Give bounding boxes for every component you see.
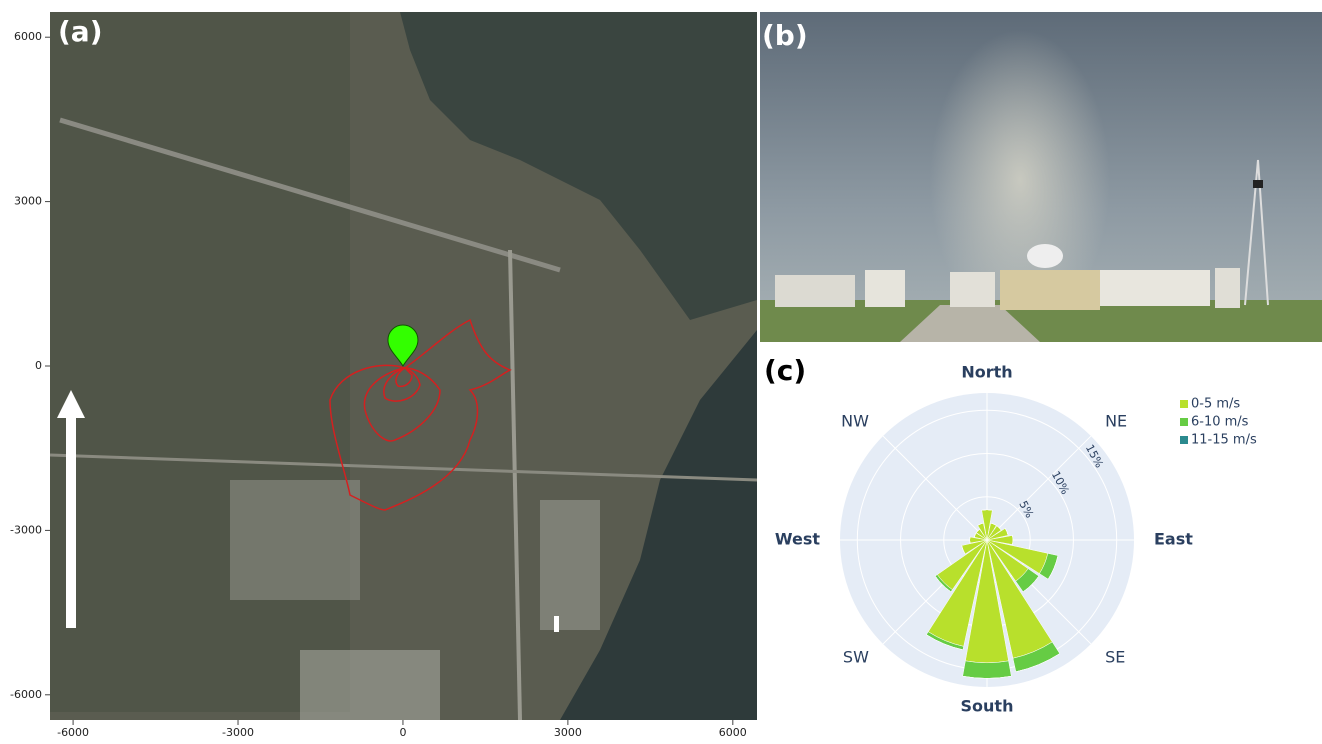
legend-label: 6-10 m/s xyxy=(1191,415,1249,430)
angular-label: West xyxy=(775,530,820,549)
angular-label: North xyxy=(961,363,1012,382)
y-tick-label: 6000 xyxy=(14,30,42,43)
wind-bar xyxy=(963,661,1012,678)
legend-swatch xyxy=(1180,400,1188,408)
panel-label: (a) xyxy=(58,15,103,48)
x-tick-label: 6000 xyxy=(719,726,747,739)
angular-label: East xyxy=(1154,530,1193,549)
x-tick-label: 0 xyxy=(399,726,406,739)
angular-label: NE xyxy=(1105,411,1127,430)
y-tick-label: 0 xyxy=(35,359,42,372)
legend-label: 11-15 m/s xyxy=(1191,433,1257,448)
panel-label: (b) xyxy=(762,19,808,52)
angular-label: South xyxy=(961,697,1014,716)
site-photo xyxy=(760,12,1322,342)
x-tick-label: -6000 xyxy=(57,726,89,739)
panel-label: (c) xyxy=(764,354,806,387)
y-tick-label: -3000 xyxy=(10,523,42,536)
legend-swatch xyxy=(1180,418,1188,426)
y-tick-label: -6000 xyxy=(10,688,42,701)
angular-label: SE xyxy=(1105,648,1125,667)
legend-swatch xyxy=(1180,436,1188,444)
y-tick-label: 3000 xyxy=(14,195,42,208)
legend-label: 0-5 m/s xyxy=(1191,397,1240,412)
angular-label: NW xyxy=(841,411,869,430)
x-tick-label: 3000 xyxy=(554,726,582,739)
x-tick-label: -3000 xyxy=(222,726,254,739)
angular-label: SW xyxy=(843,648,869,667)
